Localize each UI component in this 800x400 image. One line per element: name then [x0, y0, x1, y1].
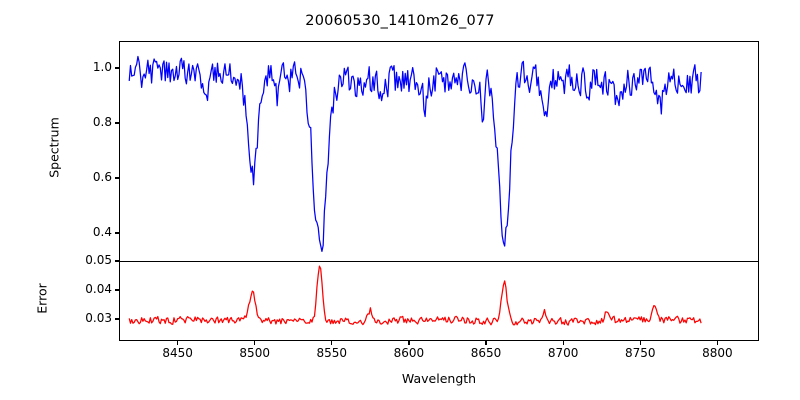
- x-tick-label: 8750: [624, 346, 656, 360]
- y-tick-mark: [115, 122, 119, 124]
- x-tick-mark: [331, 341, 333, 345]
- y-tick-label: 1.0: [92, 59, 112, 74]
- x-tick-label: 8700: [547, 346, 579, 360]
- y-tick-label: 0.03: [85, 310, 112, 325]
- y-tick-mark: [115, 289, 119, 291]
- y-tick-label-wrap: 0.05: [0, 253, 112, 267]
- y-axis-label-spectrum: Spectrum: [46, 117, 62, 178]
- x-tick-mark: [639, 341, 641, 345]
- x-tick-label: 8800: [702, 346, 733, 360]
- x-tick-label: 8600: [393, 346, 425, 360]
- x-axis-label: Wavelength: [401, 371, 477, 386]
- spectrum-line: [129, 56, 701, 251]
- y-tick-label-wrap: 1.0: [0, 60, 112, 74]
- y-tick-mark: [115, 177, 119, 179]
- x-tick-label: 8650: [470, 346, 502, 360]
- y-tick-mark: [115, 318, 119, 320]
- y-tick-label: 0.04: [85, 281, 112, 296]
- y-tick-label: 0.6: [92, 169, 112, 184]
- x-tick-mark: [408, 341, 410, 345]
- x-tick-mark: [485, 341, 487, 345]
- spectrum-plot-area: [119, 41, 759, 261]
- x-tick-mark: [254, 341, 256, 345]
- x-tick-label: 8450: [162, 346, 193, 360]
- x-tick-label: 8500: [239, 346, 270, 360]
- y-tick-mark: [115, 260, 119, 262]
- x-tick-mark: [716, 341, 718, 345]
- spectrum-series: [120, 42, 758, 261]
- y-tick-mark: [115, 67, 119, 69]
- y-tick-label: 0.4: [92, 224, 112, 239]
- x-tick-label: 8550: [316, 346, 348, 360]
- y-tick-label-wrap: 0.8: [0, 115, 112, 129]
- y-tick-label: 0.05: [85, 253, 112, 267]
- x-tick-mark: [562, 341, 564, 345]
- y-tick-label-wrap: 0.04: [0, 282, 112, 296]
- y-tick-label-wrap: 0.03: [0, 311, 112, 325]
- error-line: [129, 266, 701, 325]
- page-title: 20060530_1410m26_077: [305, 13, 495, 29]
- y-tick-label: 0.8: [92, 114, 112, 129]
- error-series: [120, 262, 758, 340]
- error-plot-area: [119, 261, 759, 341]
- x-tick-mark: [177, 341, 179, 345]
- y-tick-mark: [115, 232, 119, 234]
- y-tick-label-wrap: 0.4: [0, 225, 112, 239]
- y-tick-label-wrap: 0.6: [0, 170, 112, 184]
